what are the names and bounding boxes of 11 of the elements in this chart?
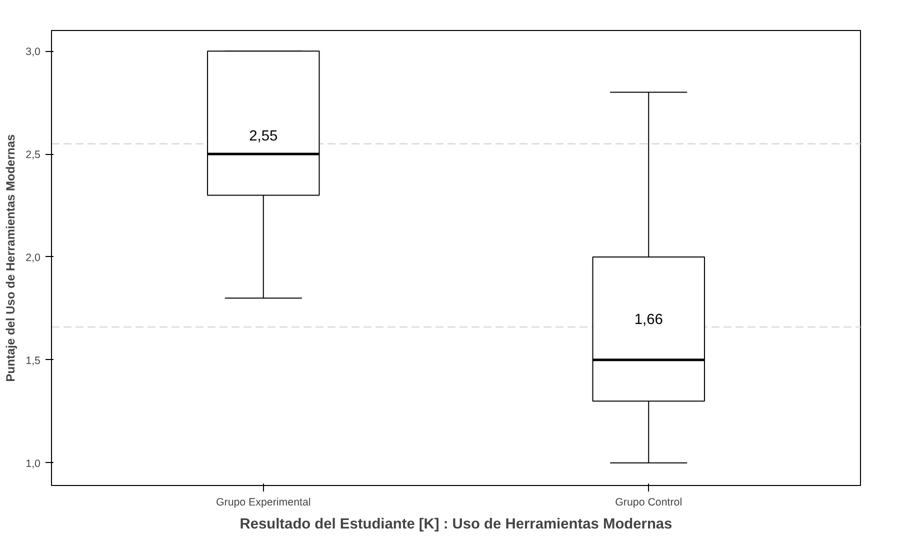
x-tick-label: Grupo Experimental (216, 496, 311, 508)
y-tick-label: 3,0 (26, 46, 41, 58)
y-tick-label: 1,0 (26, 458, 41, 470)
y-tick-label: 1,5 (26, 354, 41, 367)
x-tick-label: Grupo Control (615, 496, 682, 508)
y-tick-label: 2,5 (26, 149, 41, 162)
annotation: 2,55 (249, 128, 278, 145)
y-tick-label: 2,0 (26, 252, 41, 264)
x-axis-title: Resultado del Estudiante [K] : Uso de Herramientas Modernas (240, 516, 672, 532)
y-axis-title: Puntaje del Uso de Herramientas Modernas (4, 134, 18, 382)
annotation: 1,66 (634, 312, 663, 328)
